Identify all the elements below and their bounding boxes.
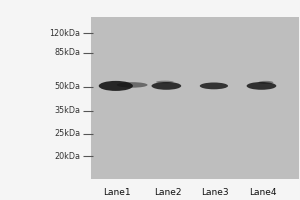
Text: 35kDa: 35kDa (54, 106, 80, 115)
Text: Lane4: Lane4 (249, 188, 277, 197)
Text: 85kDa: 85kDa (54, 48, 80, 57)
Ellipse shape (247, 82, 276, 90)
Ellipse shape (117, 82, 148, 88)
Text: 50kDa: 50kDa (54, 82, 80, 91)
Ellipse shape (259, 81, 273, 84)
Text: Lane1: Lane1 (103, 188, 131, 197)
Text: 20kDa: 20kDa (54, 152, 80, 161)
Text: Lane3: Lane3 (202, 188, 229, 197)
Text: Lane2: Lane2 (154, 188, 182, 197)
Ellipse shape (99, 81, 133, 91)
Text: 25kDa: 25kDa (54, 129, 80, 138)
Ellipse shape (156, 81, 174, 83)
Bar (91, 17, 298, 179)
Ellipse shape (200, 83, 228, 89)
Text: 120kDa: 120kDa (49, 29, 80, 38)
Ellipse shape (152, 82, 181, 90)
